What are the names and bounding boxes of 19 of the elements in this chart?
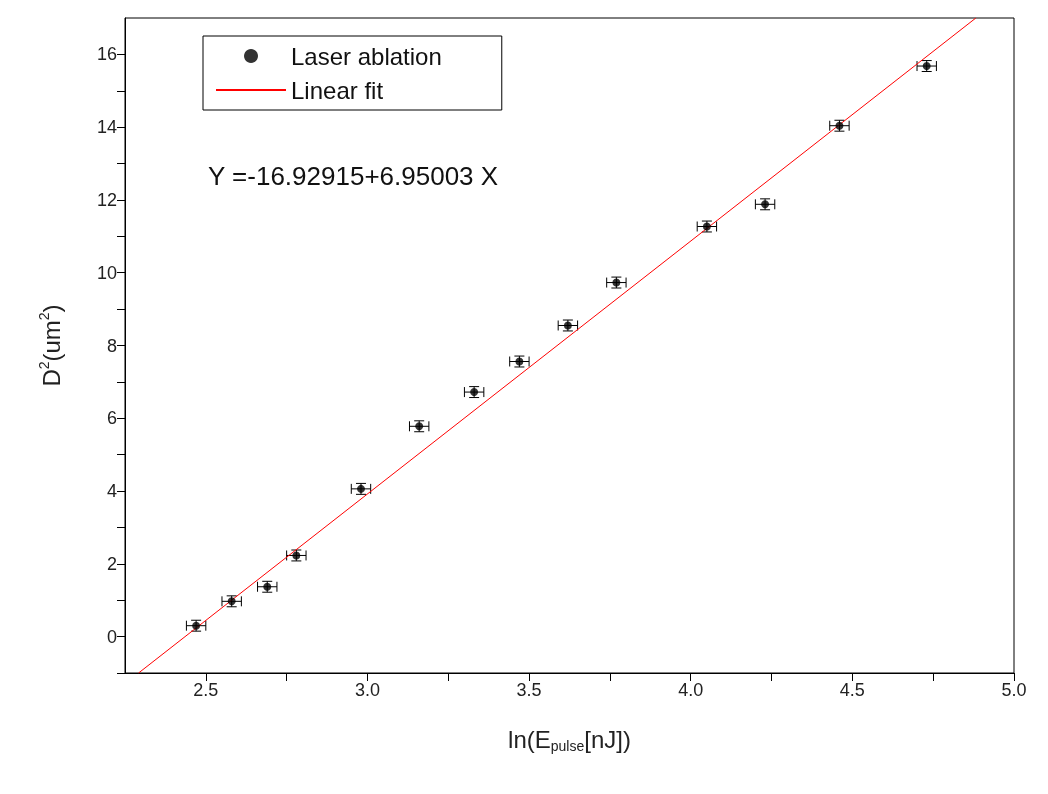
x-tick-label: 3.0	[354, 680, 380, 700]
y-tick-label: 6	[106, 408, 117, 429]
y-tick-label: 0	[106, 626, 117, 647]
y-tick-label: 8	[106, 335, 117, 356]
y-tick-label: 16	[96, 44, 117, 65]
x-tick-label: 4.5	[839, 680, 865, 700]
y-tick-label: 2	[106, 553, 117, 574]
y-tick-label: 14	[96, 117, 117, 138]
annotation: Y =-16.92915+6.95003 X	[208, 161, 499, 191]
y-axis-title: D2(um2)	[36, 304, 65, 387]
x-tick-label: 5.0	[1001, 680, 1027, 700]
x-tick-label: 4.0	[678, 680, 704, 700]
y-tick-label: 12	[96, 189, 117, 210]
y-tick-label: 10	[96, 262, 117, 283]
legend-label: Linear fit	[291, 76, 384, 104]
legend-label: Laser ablation	[291, 42, 442, 70]
x-tick-label: 3.5	[516, 680, 542, 700]
x-tick-label: 2.5	[193, 680, 219, 700]
y-tick-label: 4	[106, 481, 117, 502]
